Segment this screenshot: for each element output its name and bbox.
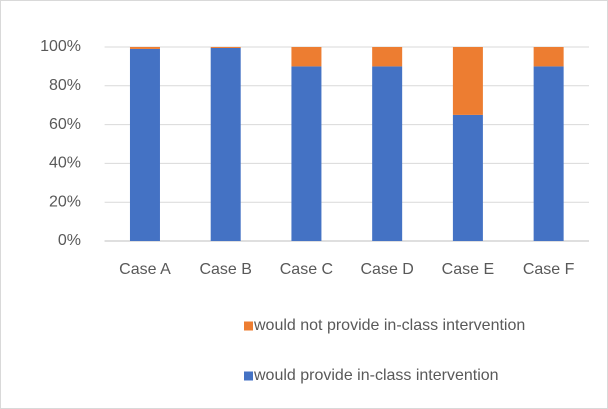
y-tick-label: 100% [40, 38, 81, 55]
x-tick-label: Case B [199, 261, 251, 278]
bar-segment [210, 47, 241, 48]
bar-segment [129, 48, 160, 241]
legend-label: would not provide in-class intervention [253, 317, 525, 334]
bar-segment [372, 47, 403, 67]
y-tick-label: 80% [49, 77, 81, 94]
y-tick-label: 0% [58, 232, 81, 249]
bar-segment [452, 114, 483, 241]
y-tick-label: 60% [49, 116, 81, 133]
bar-segment [372, 66, 403, 242]
bar-segment [291, 47, 322, 67]
y-tick-label: 40% [49, 155, 81, 172]
bar-segment [210, 47, 241, 241]
x-tick-label: Case D [360, 261, 413, 278]
x-tick-label: Case F [523, 261, 575, 278]
bar-segment [533, 66, 564, 242]
bar-segment [129, 47, 160, 49]
bar-segment [291, 66, 322, 242]
legend-swatch [244, 321, 253, 331]
legend-swatch [244, 371, 253, 381]
bar-segment [533, 47, 564, 67]
bar-segment [452, 47, 483, 115]
y-tick-label: 20% [49, 193, 81, 210]
x-tick-label: Case E [442, 261, 494, 278]
legend-label: would provide in-class intervention [253, 367, 499, 384]
x-tick-label: Case C [280, 261, 333, 278]
x-tick-label: Case A [119, 261, 171, 278]
